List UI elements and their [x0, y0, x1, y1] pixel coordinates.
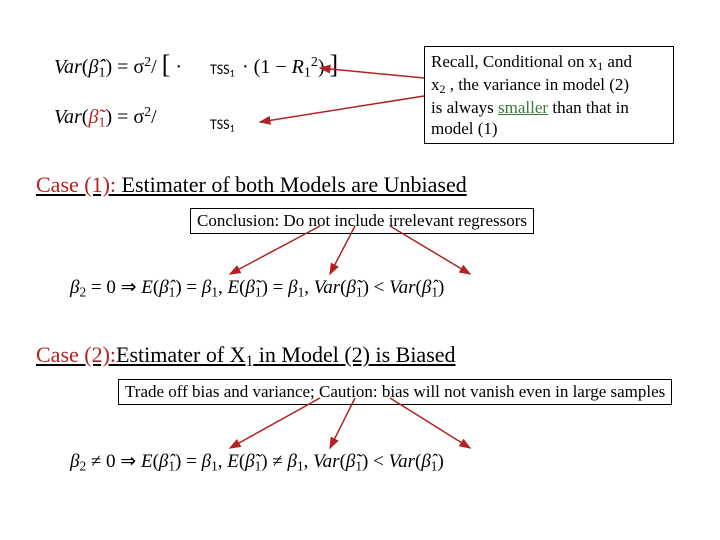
- arrow-c2-3: [390, 398, 470, 448]
- recall-line-1: Recall, Conditional on x1 and: [431, 52, 632, 71]
- formula-var-beta-hat: Var(β̂1) = σ2/ [ ·: [54, 50, 182, 82]
- case-1-label: Case (1):: [36, 172, 116, 197]
- recall-box: Recall, Conditional on x1 and x2 , the v…: [424, 46, 674, 144]
- formula-var-beta-hat-tail: · (1 − R12) ]: [242, 50, 338, 82]
- case-1-note: Conclusion: Do not include irrelevant re…: [190, 208, 534, 234]
- case-1-heading: Case (1): Estimater of both Models are U…: [36, 172, 467, 198]
- arrow-recall-to-f2: [260, 96, 424, 122]
- case-1-rest: Estimater of both Models are Unbiased: [116, 172, 467, 197]
- case-1-equation: β2 = 0 ⇒ E(β̂1) = β1, E(β̃1) = β1, Var(β…: [70, 276, 444, 300]
- case-2-heading: Case (2):Estimater of X1 in Model (2) is…: [36, 342, 456, 371]
- case-2-equation: β2 ≠ 0 ⇒ E(β̂1) = β1, E(β̃1) ≠ β1, Var(β…: [70, 450, 444, 474]
- case-2-note: Trade off bias and variance; Caution: bi…: [118, 379, 672, 405]
- tss-label-1: TSS1: [210, 61, 235, 80]
- case-2-label: Case (2):: [36, 342, 116, 367]
- recall-line-4: model (1): [431, 119, 498, 138]
- arrow-c2-1: [230, 398, 320, 448]
- formula-var-beta-tilde: Var(β̃1) = σ2/: [54, 105, 157, 132]
- tss-label-2: TSS1: [210, 116, 235, 135]
- recall-line-2: x2 , the variance in model (2): [431, 75, 629, 94]
- case-2-rest: Estimater of X1 in Model (2) is Biased: [116, 342, 456, 367]
- arrow-c2-2: [330, 398, 355, 448]
- recall-line-3: is always smaller than that in: [431, 98, 629, 117]
- slide-root: Var(β̂1) = σ2/ [ · TSS1 · (1 − R12) ] Va…: [0, 0, 720, 540]
